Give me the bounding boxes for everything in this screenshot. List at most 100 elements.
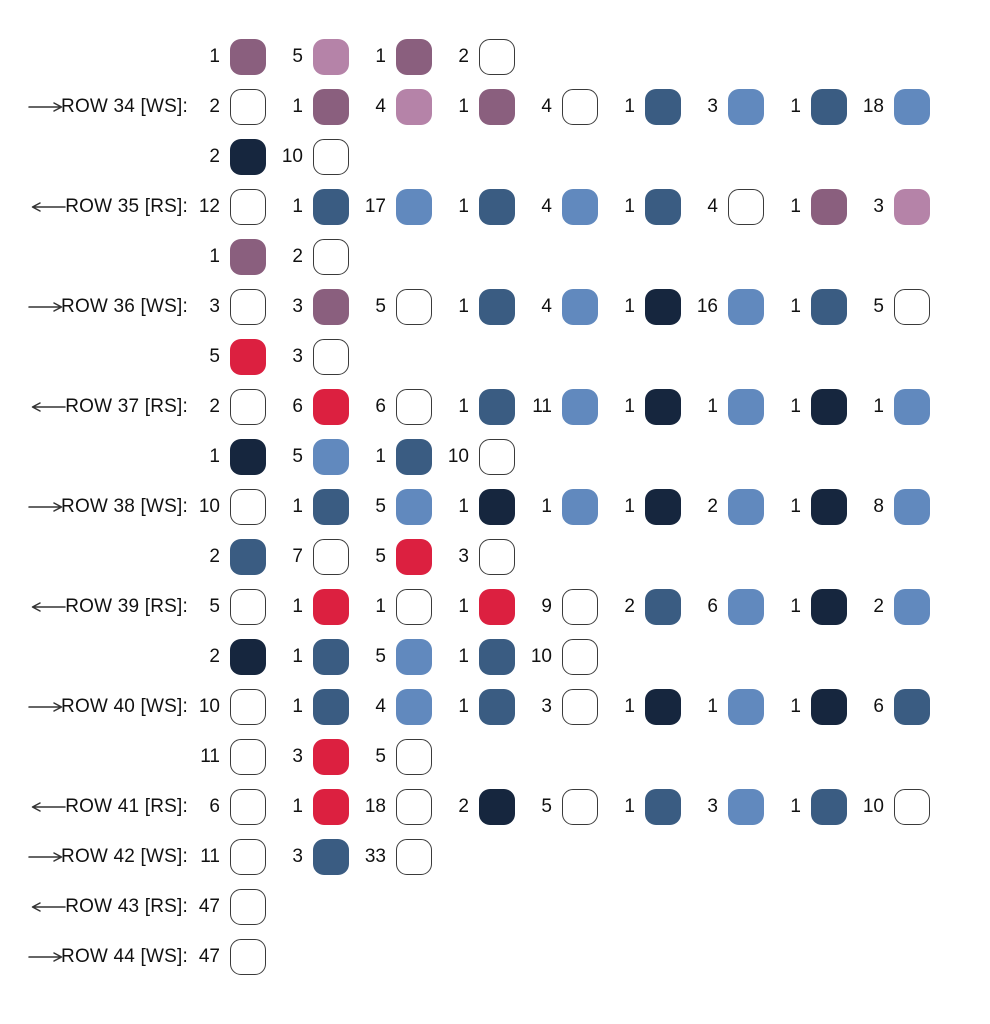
color-swatch-red — [313, 589, 349, 625]
color-swatch-blue — [562, 389, 598, 425]
stitch-count: 10 — [198, 496, 220, 517]
wrap-line: 1 5 1 2 — [0, 32, 990, 82]
color-swatch-navy — [645, 289, 681, 325]
stitch-count: 1 — [375, 446, 386, 467]
color-swatch-navy — [645, 389, 681, 425]
stitch-count: 17 — [364, 196, 386, 217]
row-label: ROW 35 [RS]: — [65, 196, 188, 217]
stitch-count: 6 — [707, 596, 718, 617]
color-swatch-white — [230, 389, 266, 425]
color-swatch-navy — [811, 589, 847, 625]
stitch-count: 3 — [292, 846, 303, 867]
color-swatch-lilac — [313, 39, 349, 75]
stitch-count: 1 — [292, 646, 303, 667]
color-swatch-white — [562, 589, 598, 625]
color-swatch-blue — [728, 89, 764, 125]
stitch-run: 5 — [359, 539, 442, 575]
stitch-count: 4 — [375, 696, 386, 717]
stitch-count: 1 — [458, 496, 469, 517]
color-swatch-steel — [313, 689, 349, 725]
stitch-count: 3 — [873, 196, 884, 217]
stitch-run: 1 — [525, 489, 608, 525]
color-swatch-purple — [313, 289, 349, 325]
stitch-run: 1 — [442, 689, 525, 725]
color-swatch-red — [479, 589, 515, 625]
stitch-count: 1 — [458, 196, 469, 217]
row-label: ROW 34 [WS]: — [61, 96, 188, 117]
stitch-count: 4 — [541, 296, 552, 317]
color-swatch-white — [396, 789, 432, 825]
stitch-run: 1 — [442, 289, 525, 325]
stitch-run: 1 — [774, 689, 857, 725]
color-swatch-lilac — [396, 89, 432, 125]
color-swatch-blue — [728, 489, 764, 525]
right-arrow-icon — [28, 502, 63, 512]
stitch-run: 16 — [691, 289, 774, 325]
stitch-count: 3 — [292, 746, 303, 767]
stitch-count: 1 — [209, 246, 220, 267]
stitch-run: 1 — [359, 439, 442, 475]
color-swatch-steel — [313, 839, 349, 875]
stitch-count: 1 — [790, 596, 801, 617]
stitch-count: 1 — [375, 46, 386, 67]
stitch-count: 3 — [707, 796, 718, 817]
color-swatch-blue — [396, 689, 432, 725]
color-swatch-white — [396, 839, 432, 875]
stitch-run: 10 — [193, 489, 276, 525]
row-label-zone — [0, 632, 193, 682]
stitch-count: 2 — [209, 546, 220, 567]
stitch-run: 3 — [193, 289, 276, 325]
stitch-run: 3 — [442, 539, 525, 575]
wrap-line: 5 3 — [0, 332, 990, 382]
row-line-36: ROW 36 [WS]: 3 3 5 1 4 1 16 1 5 — [0, 282, 990, 332]
color-swatch-steel — [230, 539, 266, 575]
stitch-run: 1 — [608, 789, 691, 825]
stitch-run: 1 — [608, 389, 691, 425]
stitch-count: 10 — [447, 446, 469, 467]
stitch-run: 1 — [276, 639, 359, 675]
color-swatch-blue — [894, 89, 930, 125]
color-swatch-navy — [230, 139, 266, 175]
stitch-run: 1 — [608, 189, 691, 225]
row-label-zone — [0, 732, 193, 782]
stitch-count: 3 — [292, 346, 303, 367]
right-arrow-icon — [28, 852, 63, 862]
stitch-run: 11 — [525, 389, 608, 425]
stitch-run: 1 — [857, 389, 940, 425]
wrap-line: 1 2 — [0, 232, 990, 282]
stitch-run: 1 — [608, 289, 691, 325]
stitch-run: 3 — [276, 339, 359, 375]
wrap-line: 2 7 5 3 — [0, 532, 990, 582]
stitch-count: 9 — [541, 596, 552, 617]
color-swatch-white — [230, 189, 266, 225]
color-swatch-red — [313, 739, 349, 775]
stitch-count: 12 — [198, 196, 220, 217]
row-label-zone: ROW 42 [WS]: — [0, 832, 193, 882]
color-swatch-blue — [396, 189, 432, 225]
color-swatch-purple — [479, 89, 515, 125]
stitch-count: 1 — [624, 396, 635, 417]
row-label-zone — [0, 332, 193, 382]
color-swatch-purple — [396, 39, 432, 75]
stitch-count: 6 — [375, 396, 386, 417]
stitch-run: 3 — [691, 89, 774, 125]
stitch-run: 3 — [276, 839, 359, 875]
stitch-run: 2 — [276, 239, 359, 275]
stitch-count: 1 — [790, 296, 801, 317]
color-swatch-blue — [728, 789, 764, 825]
stitch-run: 47 — [193, 939, 276, 975]
color-swatch-white — [894, 289, 930, 325]
left-arrow-icon — [31, 602, 66, 612]
color-swatch-steel — [479, 389, 515, 425]
color-swatch-white — [230, 839, 266, 875]
stitch-run: 10 — [525, 639, 608, 675]
stitch-count: 5 — [375, 546, 386, 567]
stitch-count: 1 — [458, 696, 469, 717]
stitch-run: 1 — [359, 39, 442, 75]
color-swatch-white — [894, 789, 930, 825]
stitch-run: 3 — [857, 189, 940, 225]
color-swatch-purple — [811, 189, 847, 225]
color-swatch-navy — [811, 389, 847, 425]
row-line-43: ROW 43 [RS]: 47 — [0, 882, 990, 932]
stitch-count: 10 — [862, 796, 884, 817]
